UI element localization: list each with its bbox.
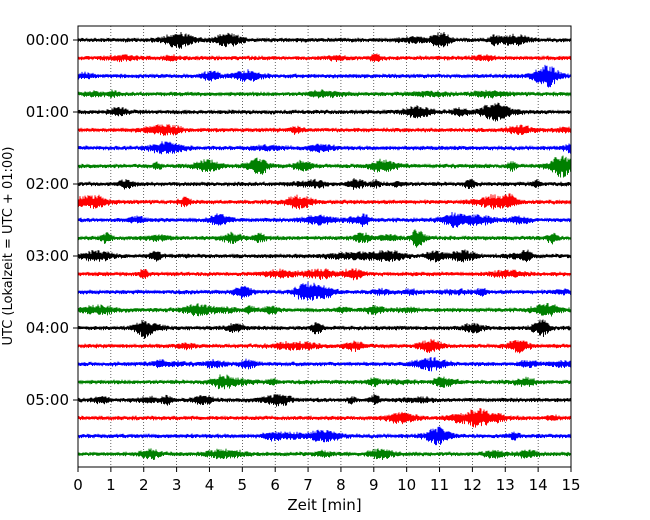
trace-0300: [77, 249, 572, 263]
x-axis-label: Zeit [min]: [287, 496, 361, 514]
plot-frame: [77, 25, 572, 468]
trace-0200: [77, 178, 572, 190]
trace-0345: [77, 302, 572, 317]
trace-0500: [77, 393, 572, 407]
x-tick-label: 10: [397, 476, 416, 494]
x-tick-label: 12: [463, 476, 482, 494]
x-tick-label: 7: [303, 476, 313, 494]
x-ticks: 0 1 2 3 4 5 6 7 8 9 10 11 12 13 14 15: [73, 467, 581, 494]
y-tick-label: 02:00: [26, 175, 69, 193]
y-tick-label: 01:00: [26, 103, 69, 121]
x-tick-label: 14: [529, 476, 548, 494]
x-tick-label: 11: [430, 476, 449, 494]
trace-0330: [77, 281, 572, 301]
trace-0515: [77, 407, 572, 428]
x-tick-label: 9: [369, 476, 379, 494]
x-tick-label: 6: [270, 476, 280, 494]
x-tick-label: 8: [336, 476, 346, 494]
x-tick-label: 4: [205, 476, 215, 494]
x-tick-label: 13: [496, 476, 515, 494]
trace-0000: [77, 31, 572, 49]
trace-0130: [77, 141, 572, 155]
x-tick-label: 0: [73, 476, 83, 494]
trace-0045: [77, 89, 572, 99]
y-tick-label: 05:00: [26, 391, 69, 409]
x-tick-label: 5: [238, 476, 248, 494]
x-tick-label: 1: [106, 476, 116, 494]
trace-0215: [77, 193, 572, 210]
trace-0030: [77, 64, 572, 88]
x-tick-label: 2: [139, 476, 149, 494]
y-ticks: 00:00 01:00 02:00 03:00 04:00 05:00: [26, 31, 78, 409]
trace-0315: [77, 268, 572, 281]
trace-0145: [77, 155, 572, 178]
trace-0430: [77, 356, 572, 372]
x-tick-label: 3: [172, 476, 182, 494]
trace-0400: [77, 319, 572, 339]
trace-0115: [77, 124, 572, 136]
trace-0415: [77, 338, 572, 354]
trace-0530: [77, 426, 572, 446]
trace-lines: [77, 31, 572, 461]
y-tick-label: 03:00: [26, 247, 69, 265]
x-tick-label: 15: [561, 476, 580, 494]
trace-0230: [77, 211, 572, 228]
trace-0015: [77, 53, 572, 63]
y-axis-label: UTC (Lokalzeit = UTC + 01:00): [1, 147, 16, 346]
y-tick-label: 00:00: [26, 31, 69, 49]
trace-0445: [77, 374, 572, 390]
trace-0545: [77, 448, 572, 461]
trace-0245: [77, 229, 572, 248]
y-tick-label: 04:00: [26, 319, 69, 337]
trace-0100: [77, 102, 572, 122]
